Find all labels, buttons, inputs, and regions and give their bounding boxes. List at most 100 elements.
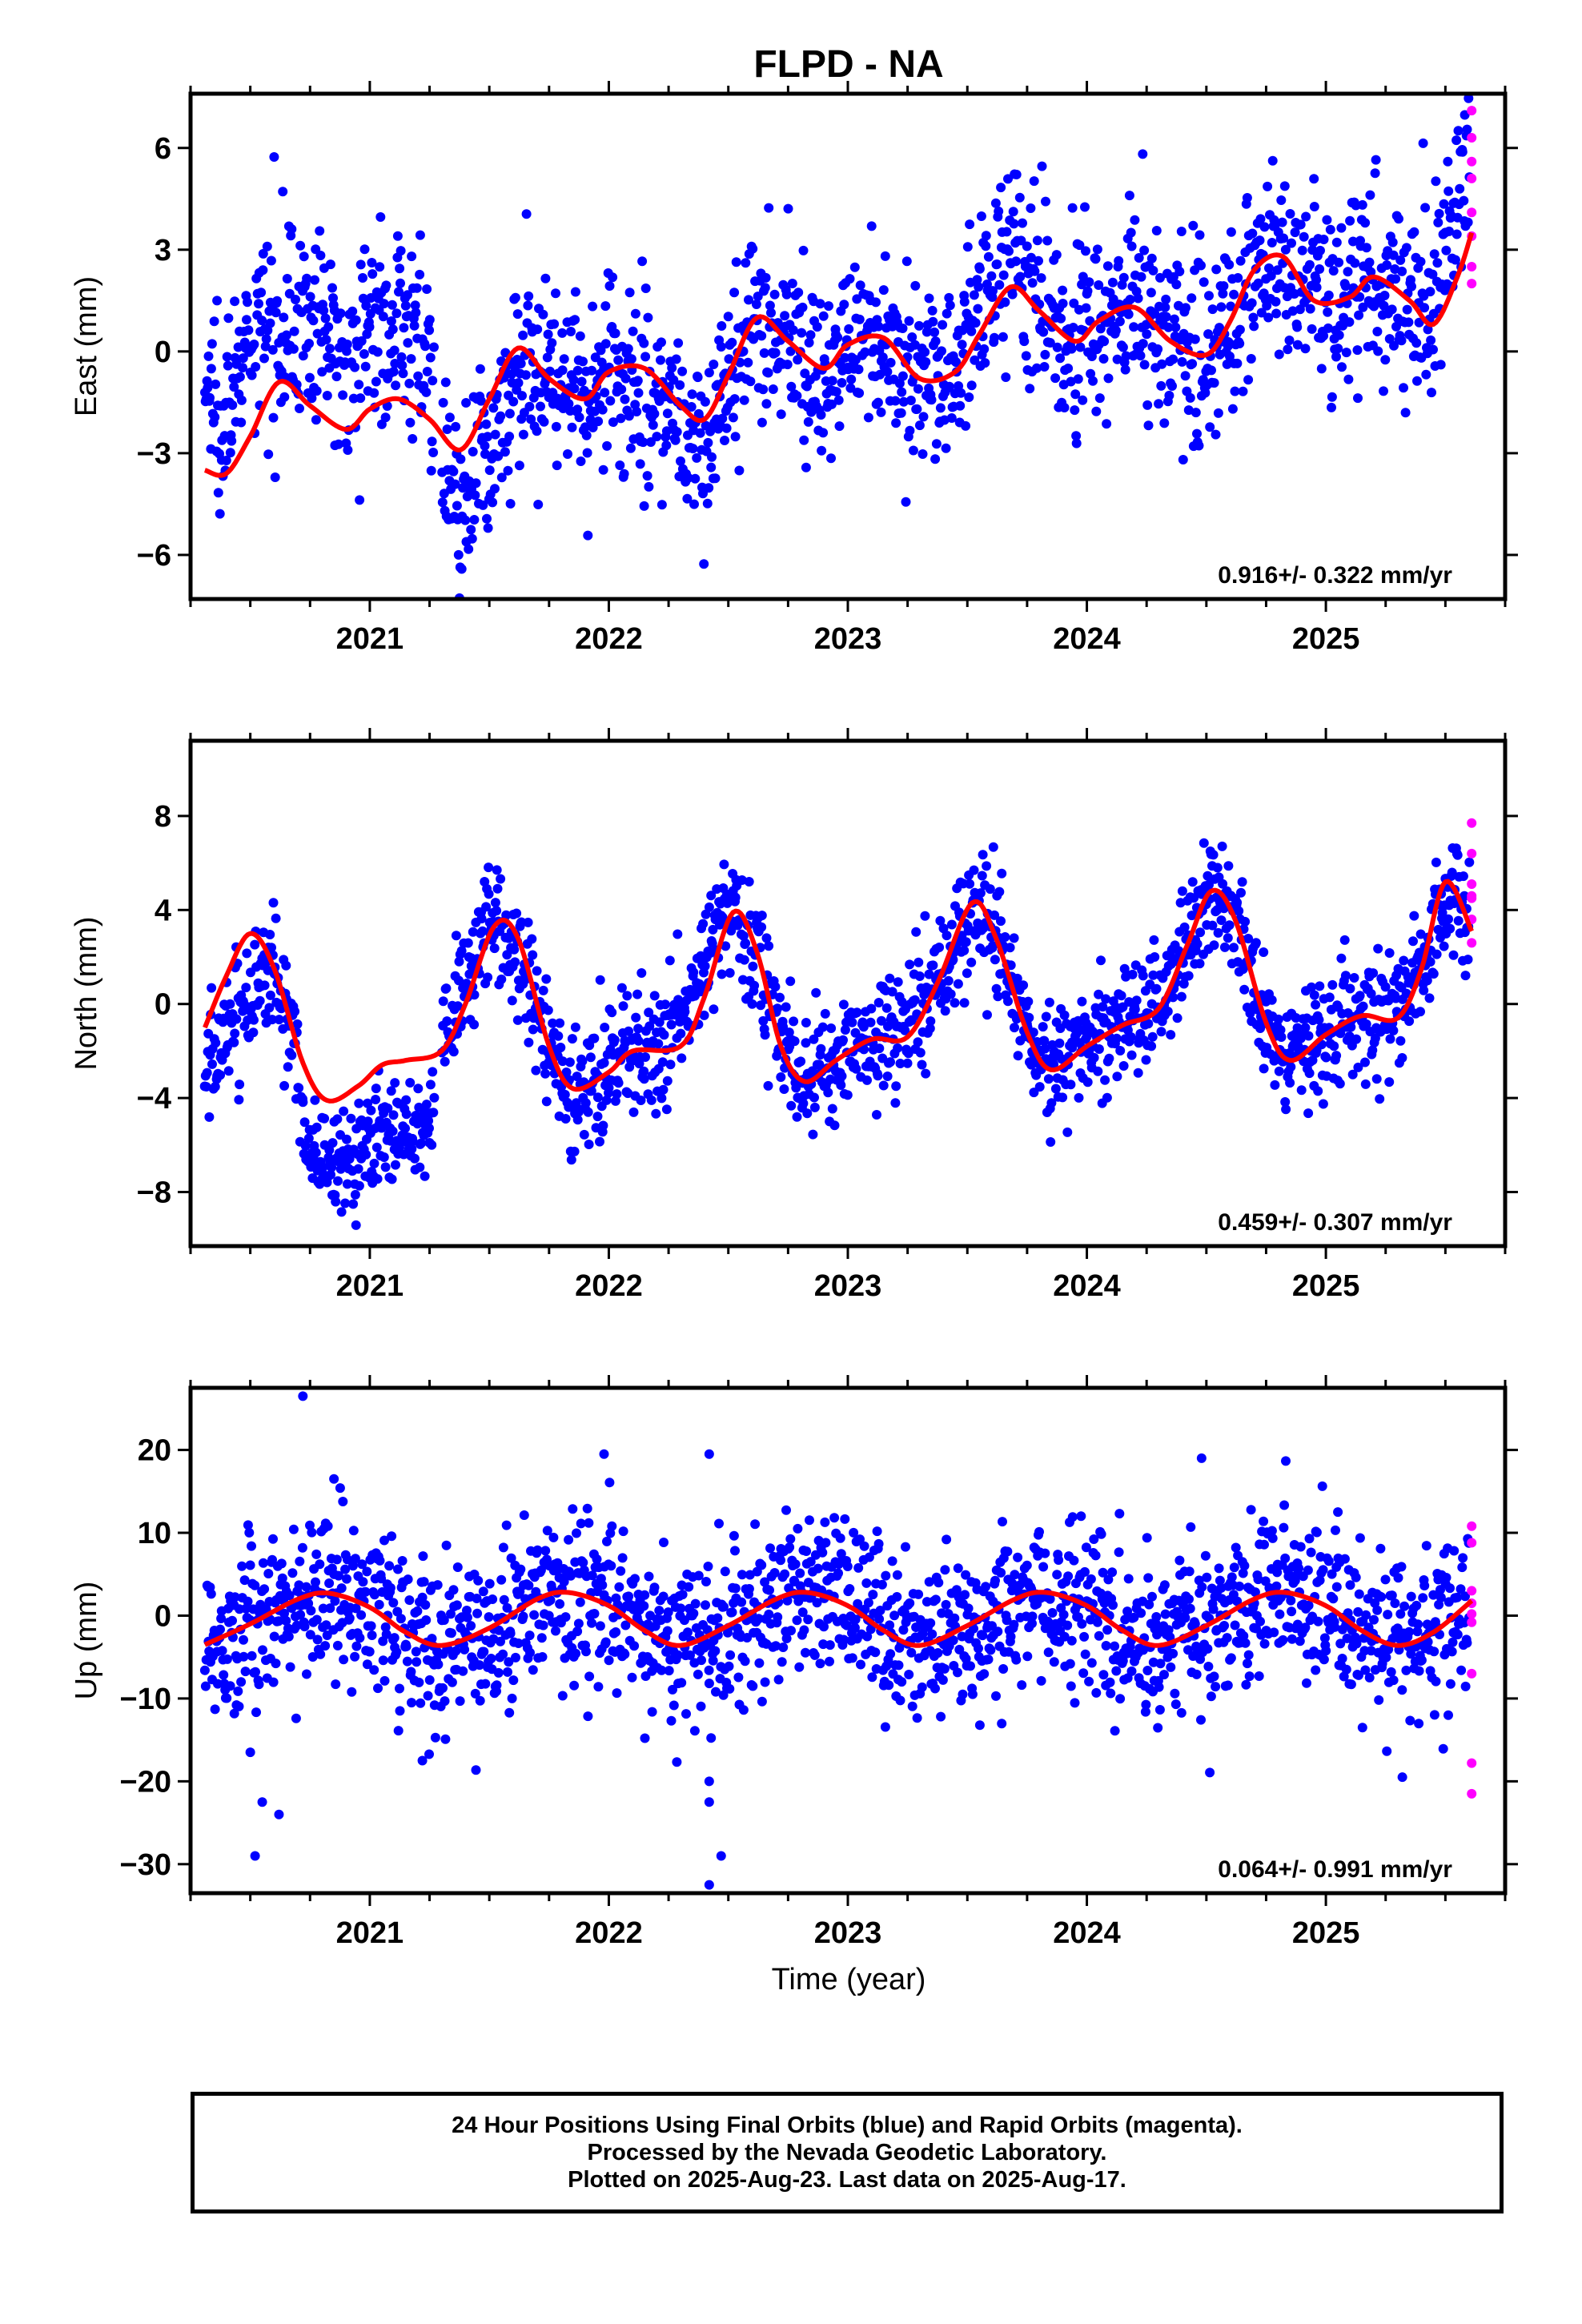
east-final-point xyxy=(540,273,551,283)
north-final-point xyxy=(556,1043,566,1052)
east-final-point xyxy=(1429,249,1439,259)
up-final-point xyxy=(676,1603,686,1614)
east-final-point xyxy=(780,311,790,321)
east-final-point xyxy=(315,251,326,260)
up-final-point xyxy=(978,1630,988,1641)
up-final-point xyxy=(765,1543,775,1554)
east-final-point xyxy=(926,395,937,405)
east-final-point xyxy=(1439,199,1449,209)
east-final-point xyxy=(604,281,615,292)
up-final-point xyxy=(403,1574,413,1585)
up-final-point xyxy=(299,1622,310,1632)
east-final-point xyxy=(1126,241,1137,251)
north-final-point xyxy=(1040,1043,1050,1054)
east-final-point xyxy=(263,325,273,336)
up-final-point xyxy=(1045,1594,1055,1604)
north-final-point xyxy=(577,1056,588,1067)
east-final-point xyxy=(994,279,1005,290)
east-final-point xyxy=(1026,203,1036,213)
up-final-point xyxy=(805,1557,816,1567)
north-final-point xyxy=(789,1016,799,1027)
up-final-point xyxy=(769,1568,780,1578)
north-final-point xyxy=(1213,927,1223,938)
north-final-point xyxy=(340,1198,351,1208)
north-final-point xyxy=(319,1113,330,1124)
east-final-point xyxy=(422,284,432,294)
east-final-point xyxy=(744,295,753,305)
north-ytick-label: −8 xyxy=(137,1176,171,1209)
up-final-point xyxy=(938,1675,948,1685)
east-final-point xyxy=(593,416,604,427)
east-final-point xyxy=(1259,222,1270,232)
up-final-point xyxy=(301,1582,311,1592)
east-final-point xyxy=(706,462,717,472)
east-final-point xyxy=(1255,235,1265,246)
up-final-point xyxy=(820,1517,830,1527)
up-final-point xyxy=(897,1677,907,1687)
north-final-point xyxy=(1291,1013,1301,1023)
north-final-point xyxy=(885,973,895,983)
north-final-point xyxy=(911,927,921,937)
up-final-point xyxy=(656,1665,667,1675)
east-final-point xyxy=(1389,340,1399,351)
east-final-point xyxy=(745,376,756,387)
east-final-point xyxy=(279,312,289,323)
north-final-point xyxy=(259,980,270,991)
east-final-point xyxy=(1453,126,1464,136)
up-final-point xyxy=(744,1584,754,1594)
east-final-point xyxy=(1011,256,1022,267)
east-final-point xyxy=(928,316,938,327)
east-final-point xyxy=(1103,373,1114,384)
up-final-point xyxy=(961,1570,971,1580)
up-final-point xyxy=(893,1660,904,1671)
up-final-point xyxy=(1017,1680,1027,1691)
east-final-point xyxy=(689,499,699,509)
east-final-point xyxy=(716,342,726,352)
up-final-point xyxy=(452,1562,463,1572)
north-final-point xyxy=(757,922,767,932)
east-final-point xyxy=(1040,349,1050,360)
east-final-point xyxy=(347,306,358,316)
north-final-point xyxy=(490,898,500,908)
north-final-point xyxy=(913,957,924,967)
up-final-point xyxy=(416,1698,426,1708)
up-final-point xyxy=(276,1558,287,1569)
east-final-point xyxy=(243,325,254,336)
north-final-point xyxy=(1424,993,1435,1003)
east-final-point xyxy=(880,251,890,261)
east-final-point xyxy=(1050,373,1061,384)
north-final-point xyxy=(509,944,520,955)
east-final-point xyxy=(854,314,865,324)
up-final-point xyxy=(1080,1649,1090,1659)
up-final-point xyxy=(560,1612,571,1622)
east-final-point xyxy=(610,328,620,339)
up-final-point xyxy=(1166,1662,1176,1672)
east-final-point xyxy=(1015,271,1026,282)
east-final-point xyxy=(623,344,633,354)
north-final-point xyxy=(659,1030,669,1040)
east-final-point xyxy=(222,352,232,362)
east-final-point xyxy=(751,300,761,309)
east-final-point xyxy=(1459,195,1469,206)
up-final-point xyxy=(620,1620,631,1630)
east-final-point xyxy=(536,401,545,412)
up-final-point xyxy=(701,1577,711,1586)
east-final-point xyxy=(734,465,745,476)
east-final-point xyxy=(476,396,486,406)
up-final-point xyxy=(452,1600,462,1610)
east-final-point xyxy=(1331,352,1341,362)
east-final-point xyxy=(727,337,737,348)
north-final-point xyxy=(1028,1027,1038,1038)
east-final-point xyxy=(1267,155,1278,166)
up-final-point xyxy=(451,1646,461,1656)
north-final-point xyxy=(413,1084,424,1094)
east-final-point xyxy=(568,375,579,385)
north-final-point xyxy=(763,1080,773,1091)
east-final-point xyxy=(576,456,586,466)
up-final-point xyxy=(1110,1641,1120,1651)
up-final-point xyxy=(393,1564,403,1574)
east-final-point xyxy=(311,415,321,425)
east-final-point xyxy=(699,559,709,569)
east-final-point xyxy=(362,329,372,340)
up-final-point xyxy=(672,1757,682,1767)
